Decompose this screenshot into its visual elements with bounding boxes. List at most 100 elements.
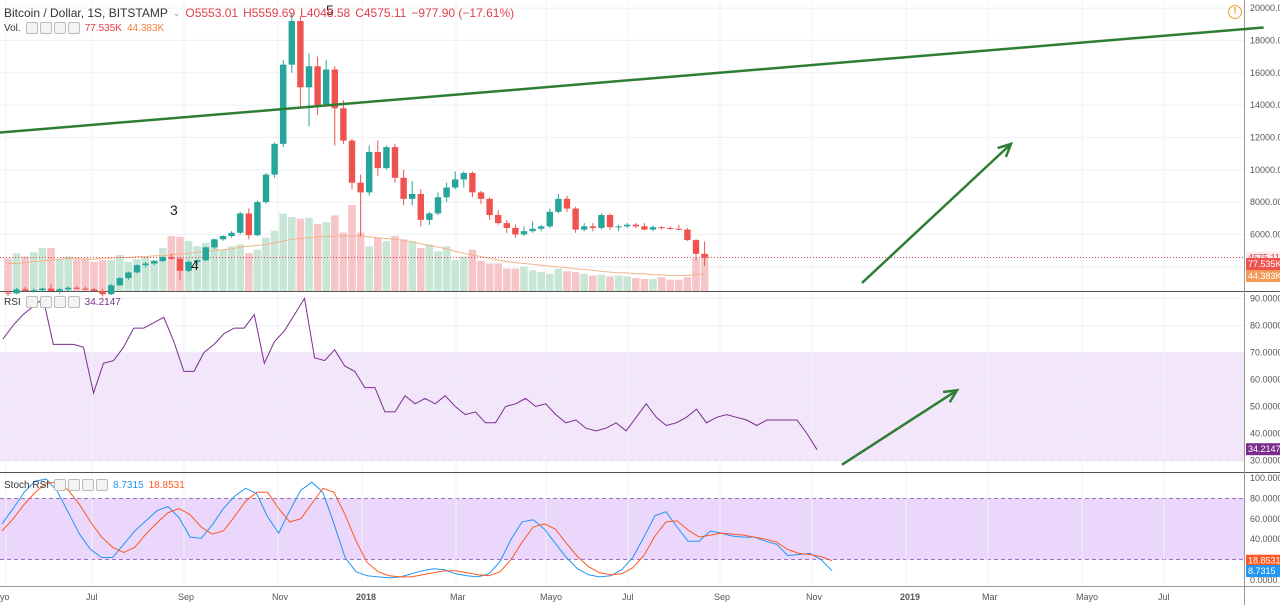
- volume-bar: [30, 252, 38, 291]
- volume-bar: [580, 273, 588, 291]
- volume-bar: [649, 278, 657, 291]
- volume-bar: [563, 271, 571, 291]
- candle-body: [374, 151, 381, 169]
- volume-bar: [640, 278, 649, 291]
- y-tick-label: 40.0000: [1250, 429, 1280, 439]
- candle-body: [486, 198, 493, 216]
- candle-body: [39, 288, 46, 291]
- visibility-icon[interactable]: [54, 479, 67, 491]
- stoch-d-tag-bg: [1246, 554, 1280, 567]
- symbol-title[interactable]: Bitcoin / Dollar, 1S, BITSTAMP: [4, 6, 168, 20]
- settings-icon[interactable]: [68, 479, 81, 491]
- candle-body: [90, 289, 98, 291]
- wave-label-4: 4: [191, 257, 199, 273]
- warning-icon[interactable]: !: [1228, 5, 1242, 19]
- candle-body: [185, 261, 192, 271]
- x-tick-label: Sep: [178, 592, 194, 602]
- volume-value-tag: 77.535K: [1248, 259, 1280, 269]
- volume-bar: [554, 268, 563, 291]
- candle-body: [228, 232, 235, 237]
- y-tick-label: 90.0000: [1250, 293, 1280, 303]
- volume-bar: [313, 223, 322, 291]
- candle-body: [56, 289, 63, 291]
- settings-icon[interactable]: [39, 296, 52, 308]
- stoch-label[interactable]: Stoch RSI: [4, 479, 50, 491]
- candle-body: [572, 208, 579, 230]
- close-icon[interactable]: [82, 479, 95, 491]
- rsi-value-tag-bg: [1246, 443, 1280, 456]
- volume-bar: [279, 213, 287, 291]
- volume-bar: [417, 248, 425, 291]
- more-icon[interactable]: [67, 296, 80, 308]
- volume-bar: [339, 232, 348, 291]
- y-tick-label: 6000.00: [1250, 229, 1280, 239]
- y-tick-label: 12000.00: [1250, 132, 1280, 142]
- volume-bar: [589, 275, 597, 291]
- volume-bar: [606, 276, 614, 291]
- candle-body: [288, 21, 295, 65]
- candle-body: [366, 151, 373, 193]
- candle-body: [108, 285, 115, 295]
- y-tick-label: 10000.00: [1250, 165, 1280, 175]
- chevron-down-icon[interactable]: ⌄: [172, 7, 181, 18]
- y-tick-label: 20000.00: [1250, 3, 1280, 13]
- candle-body: [563, 198, 571, 209]
- volume-bar: [21, 256, 29, 291]
- candle-body: [348, 140, 356, 183]
- volume-bar: [107, 260, 115, 291]
- candle-body: [546, 211, 553, 227]
- candle-body: [357, 182, 364, 193]
- candle-body: [443, 187, 450, 198]
- candle-body: [219, 236, 227, 240]
- close-icon[interactable]: [53, 296, 66, 308]
- y-tick-label: 70.0000: [1250, 347, 1280, 357]
- stoch-k-line: [1, 478, 833, 579]
- volume-label[interactable]: Vol.: [4, 22, 21, 34]
- settings-icon[interactable]: [39, 22, 52, 34]
- y-tick-label: 14000.00: [1250, 100, 1280, 110]
- candle-body: [520, 231, 528, 235]
- stoch-controls: [54, 479, 109, 491]
- volume-bar: [546, 273, 554, 291]
- close-icon[interactable]: [53, 22, 66, 34]
- rsi-projection-arrow-head: [942, 388, 960, 403]
- volume-bar: [253, 249, 262, 291]
- candle-body: [667, 227, 674, 229]
- candle-body: [426, 213, 433, 220]
- volume-bar: [460, 256, 468, 291]
- volume-bar: [399, 239, 408, 291]
- visibility-icon[interactable]: [25, 22, 38, 34]
- volume-bar: [236, 244, 244, 291]
- candle-body: [125, 272, 132, 279]
- x-tick-label: Nov: [806, 592, 823, 602]
- volume-ma-line: [8, 235, 705, 276]
- volume-ma-value: 44.383K: [126, 22, 165, 34]
- volume-bar: [503, 268, 511, 291]
- volume-bar: [81, 258, 90, 291]
- rsi-line: [2, 297, 818, 451]
- volume-bar: [520, 266, 528, 291]
- candle-body: [159, 257, 166, 262]
- candle-body: [460, 172, 467, 180]
- more-icon[interactable]: [67, 22, 80, 34]
- volume-bar: [623, 276, 631, 291]
- stoch-d-value: 18.8531: [148, 479, 185, 491]
- stoch-k-tag: 8.7315: [1248, 566, 1276, 576]
- candle-body: [133, 265, 141, 273]
- wave-label-3: 3: [170, 202, 178, 218]
- x-tick-label: 2018: [356, 592, 376, 602]
- volume-bar: [537, 272, 545, 291]
- volume-bar: [477, 260, 485, 291]
- volume-controls: [25, 22, 80, 34]
- more-icon[interactable]: [96, 479, 109, 491]
- volume-bar: [451, 260, 459, 291]
- visibility-icon[interactable]: [25, 296, 38, 308]
- candle-body: [624, 224, 631, 227]
- candle-body: [495, 215, 502, 224]
- rsi-label[interactable]: RSI: [4, 296, 21, 308]
- candle-body: [116, 278, 123, 286]
- volume-bar: [571, 272, 580, 291]
- candle-body: [400, 177, 407, 199]
- volume-ma-tag: 44.383K: [1248, 271, 1280, 281]
